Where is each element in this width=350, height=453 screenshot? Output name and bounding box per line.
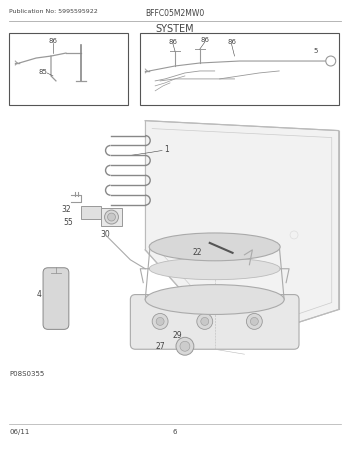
Ellipse shape <box>145 284 284 314</box>
Circle shape <box>197 313 213 329</box>
Text: 86: 86 <box>49 38 57 44</box>
Text: 1: 1 <box>164 145 169 154</box>
Text: 86: 86 <box>200 37 209 43</box>
Text: 85: 85 <box>38 69 48 75</box>
Text: 06/11: 06/11 <box>9 429 30 435</box>
FancyBboxPatch shape <box>43 268 69 329</box>
Text: 30: 30 <box>101 230 111 239</box>
Ellipse shape <box>149 258 280 280</box>
Text: 55: 55 <box>63 218 73 227</box>
Circle shape <box>326 56 336 66</box>
Text: 22: 22 <box>192 248 202 257</box>
Text: 32: 32 <box>61 205 71 214</box>
Circle shape <box>156 318 164 325</box>
Circle shape <box>180 341 190 351</box>
Text: 86: 86 <box>168 39 177 45</box>
Text: 6: 6 <box>173 429 177 435</box>
Text: 4: 4 <box>36 290 41 299</box>
Circle shape <box>107 213 116 221</box>
Bar <box>81 206 100 219</box>
Text: 86: 86 <box>227 39 236 45</box>
Text: Publication No: 5995595922: Publication No: 5995595922 <box>9 10 98 14</box>
Text: 29: 29 <box>172 331 182 340</box>
Bar <box>9 33 128 105</box>
Circle shape <box>250 318 258 325</box>
Text: SYSTEM: SYSTEM <box>156 24 194 34</box>
Bar <box>100 208 122 226</box>
Circle shape <box>176 337 194 355</box>
Text: 27: 27 <box>155 342 165 351</box>
Circle shape <box>105 210 118 224</box>
Ellipse shape <box>149 233 280 261</box>
Polygon shape <box>145 120 339 344</box>
Circle shape <box>201 318 209 325</box>
Text: BFFC05M2MW0: BFFC05M2MW0 <box>145 10 205 18</box>
FancyBboxPatch shape <box>130 294 299 349</box>
Circle shape <box>152 313 168 329</box>
Bar <box>140 33 339 105</box>
Circle shape <box>246 313 262 329</box>
Text: P08S0355: P08S0355 <box>9 371 44 377</box>
Text: 5: 5 <box>314 48 318 54</box>
